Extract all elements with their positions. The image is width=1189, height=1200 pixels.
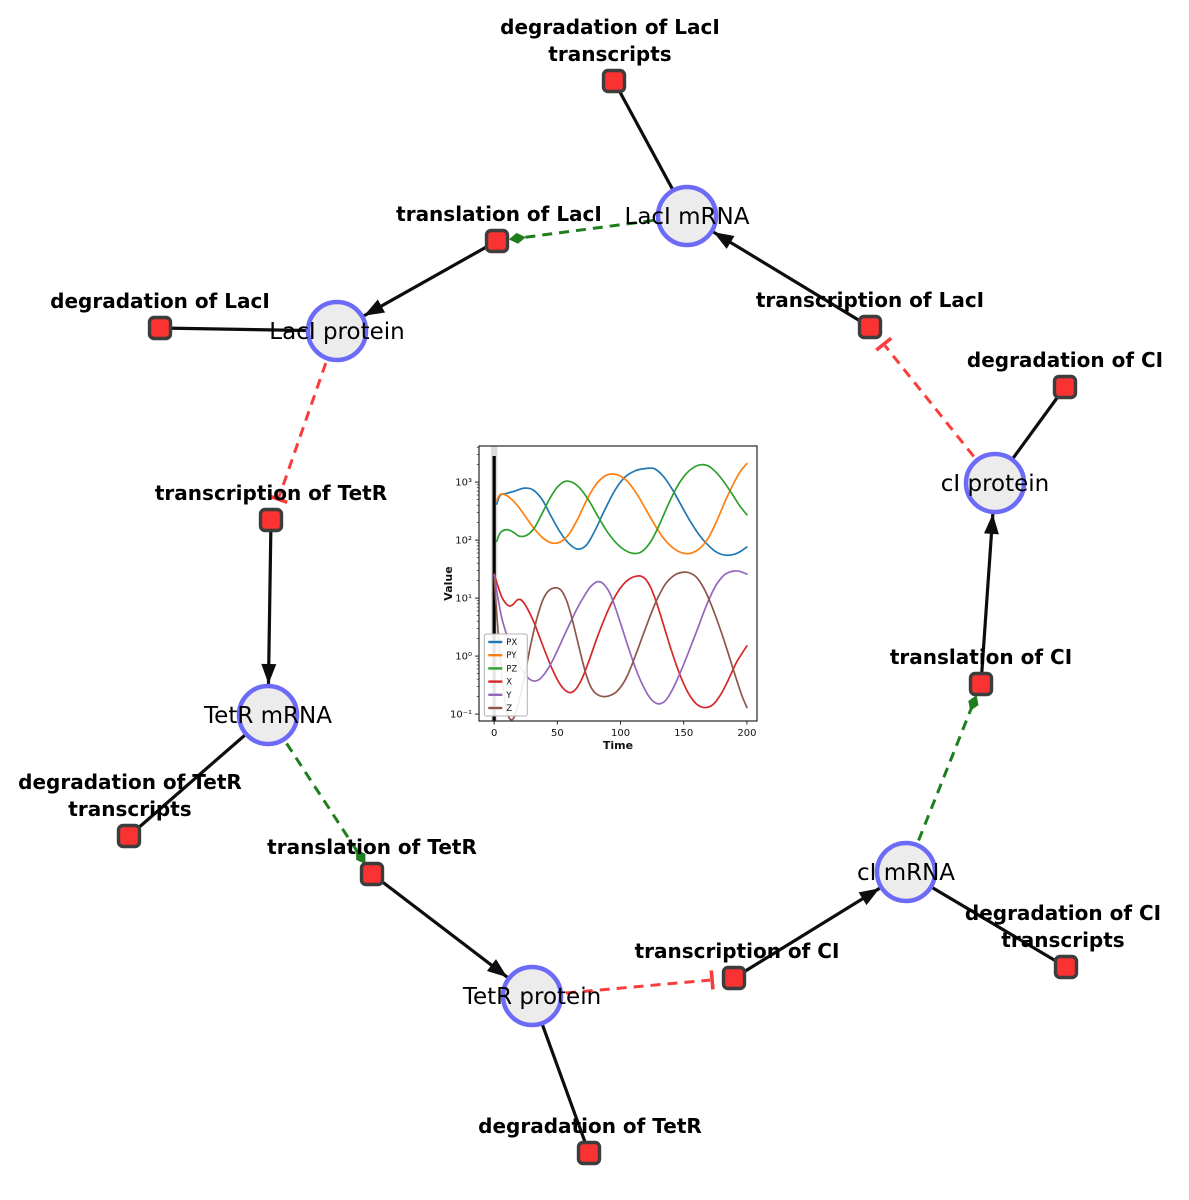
arrowhead-icon [486,959,508,978]
legend-label-X: X [506,678,512,688]
x-tick-label: 200 [737,728,756,739]
edge-transcription-ci-ci-mrna [733,886,882,980]
species-label-tetr-protein: TetR protein [462,984,601,1010]
legend-label-PY: PY [506,651,517,661]
edge-ci-protein-transcription-laci [875,336,997,484]
edge-tetr-protein-transcription-ci [531,970,715,998]
edge-ci-mrna-translation-ci [904,695,979,873]
legend-label-PZ: PZ [506,664,517,674]
y-tick-label: 10⁰ [455,652,472,663]
reaction-label-transcription-ci: transcription of CI [635,939,840,963]
species-node-tetr-mrna [236,683,300,747]
modifier-diamond-icon [356,849,366,864]
reaction-node-transcription-laci [857,314,883,340]
species-node-tetr-protein [500,964,564,1028]
reaction-node-deg-ci [1052,374,1078,400]
reaction-label-transcription-tetr: transcription of TetR [155,481,387,505]
reaction-label-deg-laci-transcripts: degradation of LacI transcripts [500,15,720,66]
species-label-ci-mrna: cI mRNA [857,860,955,886]
reaction-node-transcription-tetr [258,507,284,533]
axes-frame [478,445,758,722]
nodes-layer [116,68,1079,1166]
series-line-PY [495,462,748,555]
reaction-label-deg-ci: degradation of CI [967,348,1163,372]
reaction-node-translation-ci [968,671,994,697]
arrowhead-icon [364,299,386,316]
reaction-label-translation-tetr: translation of TetR [267,835,477,859]
species-label-laci-mrna: LacI mRNA [625,204,750,230]
series-line-X [493,573,748,709]
species-label-tetr-mrna: TetR mRNA [203,703,332,729]
series-line-PX [495,467,748,557]
reaction-label-deg-tetr-transcripts: degradation of TetR transcripts [18,770,242,821]
legend-label-Z: Z [506,704,512,714]
reaction-label-translation-laci: translation of LacI [396,202,602,226]
x-tick-label: 50 [551,728,564,739]
x-tick-label: 100 [611,728,630,739]
x-axis-title: Time [603,739,633,752]
edge-translation-ci-ci-protein [979,512,999,685]
reaction-node-translation-laci [484,228,510,254]
x-tick-label: 0 [491,728,497,739]
reaction-node-deg-laci-transcripts [601,68,627,94]
species-node-ci-protein [963,451,1027,515]
legend-label-PX: PX [506,638,517,648]
modifier-diamond-icon [508,232,526,244]
reaction-label-deg-ci-transcripts: degradation of CI transcripts [965,901,1161,952]
inhibition-tbar-icon [875,336,893,352]
species-label-ci-protein: cI protein [941,471,1050,497]
series-line-Y [493,570,748,705]
reaction-node-deg-tetr [576,1140,602,1166]
reaction-node-deg-tetr-transcripts [116,823,142,849]
y-tick-label: 10¹ [455,594,472,605]
reaction-label-deg-tetr: degradation of TetR [478,1114,702,1138]
modifier-diamond-icon [968,695,979,711]
x-tick-label: 150 [674,728,693,739]
species-node-ci-mrna [874,840,938,904]
series-line-PZ [495,463,748,555]
edge-translation-tetr-tetr-protein [371,872,510,980]
reaction-node-translation-tetr [359,861,385,887]
species-node-laci-mrna [655,184,719,248]
arrowhead-icon [261,663,277,684]
arrowhead-icon [713,232,735,249]
y-tick-label: 10⁻¹ [450,710,472,721]
species-node-laci-protein [305,299,369,363]
edge-transcription-laci-laci-mrna [711,230,871,329]
y-tick-label: 10² [455,536,472,547]
reaction-label-deg-laci: degradation of LacI [50,289,270,313]
inhibition-tbar-icon [268,494,288,505]
edge-translation-laci-laci-protein [362,239,498,318]
inset-plot: 0 50 100 150 200 10⁻¹ 10⁰ 10¹ 10² 10³ Time Value PX P… [442,445,758,752]
reaction-node-transcription-ci [721,965,747,991]
edge-transcription-tetr-tetr-mrna [261,519,277,686]
reaction-node-deg-laci [147,315,173,341]
edge-laci-mrna-translation-laci [508,214,688,244]
species-label-laci-protein: LacI protein [269,319,404,345]
reaction-label-transcription-laci: transcription of LacI [756,288,984,312]
reaction-label-translation-ci: translation of CI [890,645,1072,669]
labels-layer: LacI mRNA LacI protein TetR mRNA TetR prote… [18,15,1163,1138]
y-tick-label: 10³ [455,478,472,489]
inhibition-tbar-icon [709,970,715,990]
edge-laci-protein-transcription-tetr [268,330,339,505]
y-axis-title: Value [442,566,455,600]
reaction-node-deg-ci-transcripts [1053,954,1079,980]
arrowhead-icon [984,513,999,535]
edge-tetr-mrna-translation-tetr [266,714,366,864]
legend-label-Y: Y [505,691,512,701]
arrowhead-icon [858,888,880,906]
